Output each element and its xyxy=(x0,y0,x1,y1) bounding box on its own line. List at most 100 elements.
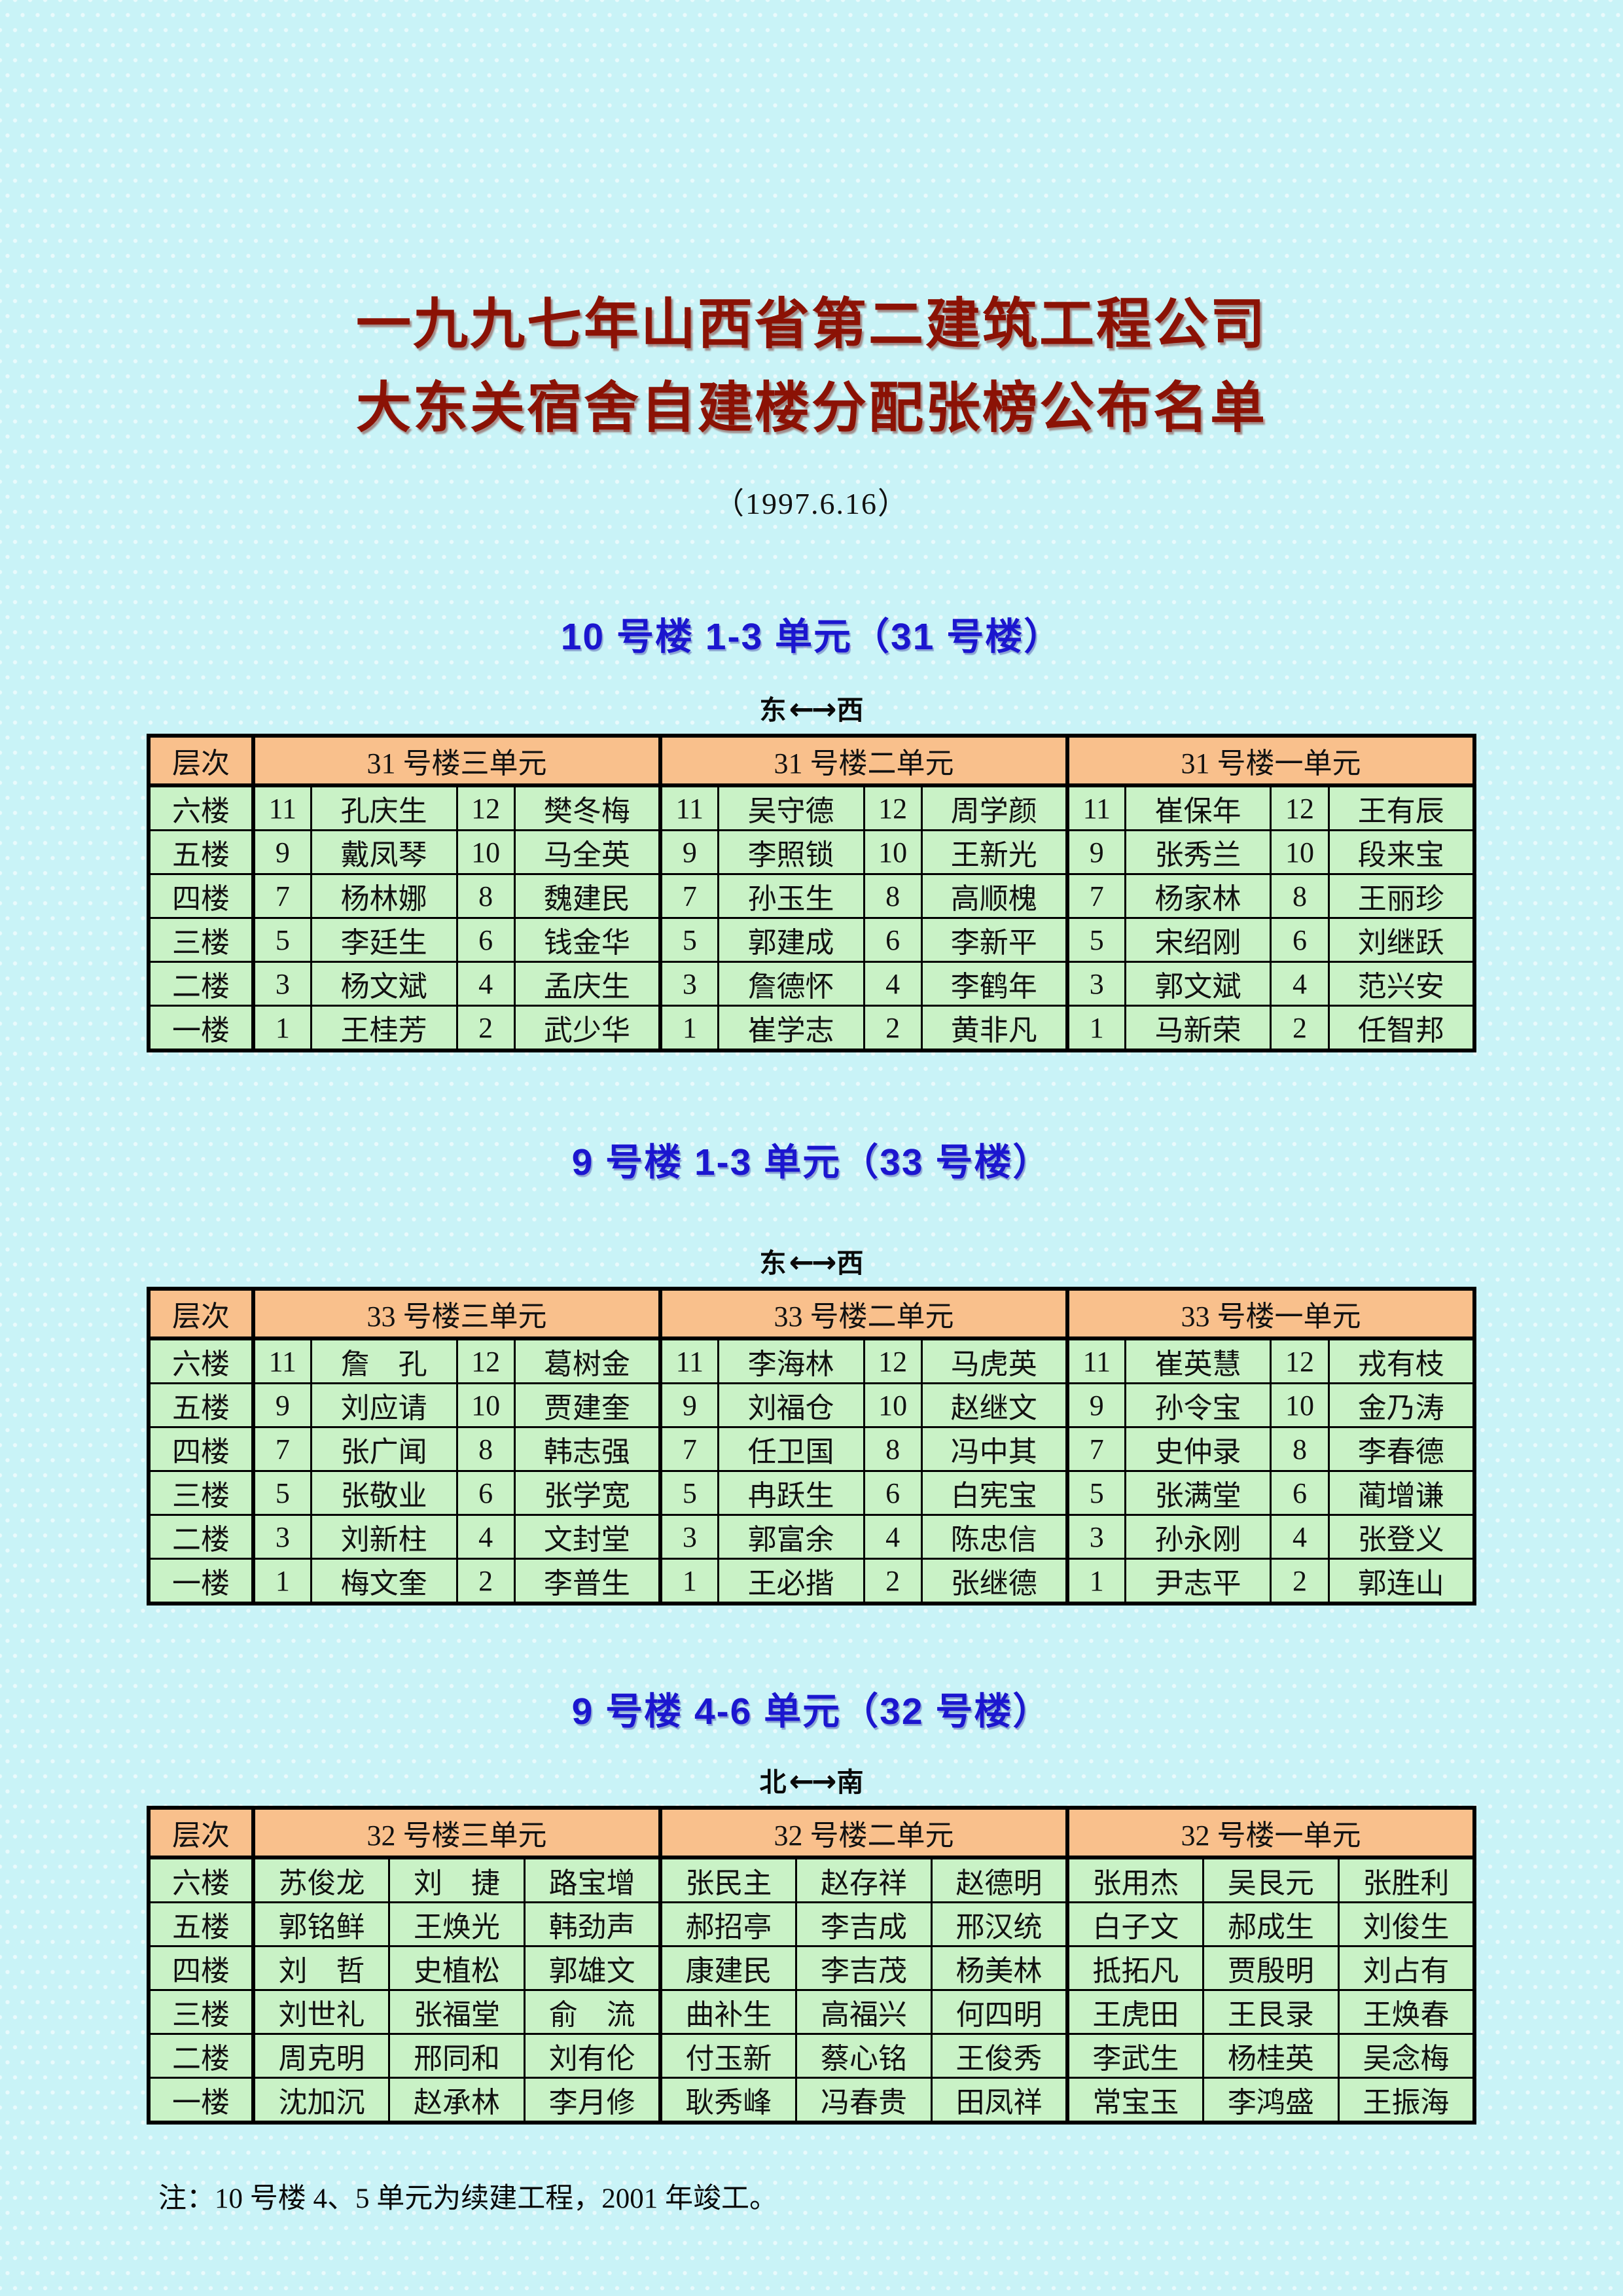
room-number-cell: 2 xyxy=(455,1558,516,1605)
name-cell: 张继德 xyxy=(920,1558,1069,1605)
name-cell: 王俊秀 xyxy=(931,2033,1069,2079)
name-cell: 王丽珍 xyxy=(1327,873,1476,920)
building-section-3: 9 号楼 4-6 单元（32 号楼） 北←→南 层次 32 号楼三单元 32 号楼二单元… xyxy=(0,1681,1623,2125)
name-cell: 郭文斌 xyxy=(1124,961,1272,1007)
floor-cell: 二楼 xyxy=(147,2033,255,2079)
double-arrow-icon: ←→ xyxy=(789,691,836,727)
name-cell: 李新平 xyxy=(920,917,1069,963)
name-cell: 李武生 xyxy=(1065,2033,1204,2079)
allocation-table: 层次 33 号楼三单元 33 号楼二单元 33 号楼一单元 六楼 11 詹 孔 12 葛树金 11… xyxy=(147,1287,1476,1606)
name-cell: 杨家林 xyxy=(1124,873,1272,920)
name-cell: 耿秀峰 xyxy=(658,2077,797,2124)
name-cell: 付玉新 xyxy=(658,2033,797,2079)
column-header-unit: 32 号楼二单元 xyxy=(658,1806,1069,1860)
room-number-cell: 12 xyxy=(1270,1337,1330,1385)
room-number-cell: 9 xyxy=(1065,829,1126,876)
direction-right-label: 西 xyxy=(836,695,864,726)
name-cell: 刘俊生 xyxy=(1338,1901,1476,1948)
name-cell: 刘继跃 xyxy=(1327,917,1476,963)
name-cell: 李吉成 xyxy=(794,1901,933,1948)
name-cell: 刘福仓 xyxy=(717,1382,865,1429)
name-cell: 李海林 xyxy=(717,1337,865,1385)
room-number-cell: 7 xyxy=(1065,873,1126,920)
name-cell: 田凤祥 xyxy=(931,2077,1069,2124)
floor-cell: 六楼 xyxy=(147,1337,255,1385)
room-number-cell: 10 xyxy=(1270,1382,1330,1429)
room-number-cell: 10 xyxy=(1270,829,1330,876)
room-number-cell: 1 xyxy=(251,1005,312,1052)
direction-indicator: 东←→西 xyxy=(79,688,1544,727)
direction-left-label: 北 xyxy=(759,1767,787,1798)
name-cell: 白子文 xyxy=(1065,1901,1204,1948)
name-cell: 李普生 xyxy=(513,1558,662,1605)
name-cell: 王桂芳 xyxy=(310,1005,458,1052)
room-number-cell: 10 xyxy=(863,1382,923,1429)
name-cell: 黄非凡 xyxy=(920,1005,1069,1052)
room-number-cell: 11 xyxy=(658,1337,719,1385)
table-row: 四楼 7 杨林娜 8 魏建民 7 孙玉生 8 高顺槐 7 杨家林 8 王丽珍 xyxy=(147,873,1476,920)
table-header-row: 层次 31 号楼三单元 31 号楼二单元 31 号楼一单元 xyxy=(147,734,1476,788)
room-number-cell: 4 xyxy=(1270,1514,1330,1560)
room-number-cell: 12 xyxy=(1270,784,1330,832)
table-row: 五楼 9 刘应请 10 贾建奎 9 刘福仓 10 赵继文 9 孙令宝 10 金乃涛 xyxy=(147,1382,1476,1429)
name-cell: 韩志强 xyxy=(513,1426,662,1473)
name-cell: 何四明 xyxy=(931,1989,1069,2036)
sections-container: 10 号楼 1-3 单元（31 号楼） 东←→西 层次 31 号楼三单元 31 号楼二单… xyxy=(0,607,1623,2125)
name-cell: 张福堂 xyxy=(387,1989,526,2036)
document-date: （1997.6.16） xyxy=(714,487,909,521)
building-section-1: 10 号楼 1-3 单元（31 号楼） 东←→西 层次 31 号楼三单元 31 号楼二单… xyxy=(0,607,1623,1053)
room-number-cell: 11 xyxy=(251,1337,312,1385)
room-number-cell: 9 xyxy=(658,1382,719,1429)
column-header-floor: 层次 xyxy=(147,1806,255,1860)
column-header-unit: 33 号楼二单元 xyxy=(658,1287,1069,1341)
name-cell: 刘世礼 xyxy=(251,1989,390,2036)
name-cell: 王艮录 xyxy=(1202,1989,1340,2036)
room-number-cell: 5 xyxy=(251,1470,312,1516)
room-number-cell: 8 xyxy=(1270,873,1330,920)
room-number-cell: 12 xyxy=(863,784,923,832)
table-row: 一楼 沈加沉 赵承林 李月修 耿秀峰 冯春贵 田凤祥 常宝玉 李鸿盛 王振海 xyxy=(147,2077,1476,2124)
room-number-cell: 3 xyxy=(1065,1514,1126,1560)
allocation-table: 层次 32 号楼三单元 32 号楼二单元 32 号楼一单元 六楼 苏俊龙刘 捷路宝增 张民主… xyxy=(147,1806,1476,2125)
room-number-cell: 2 xyxy=(1270,1558,1330,1605)
floor-cell: 三楼 xyxy=(147,1989,255,2036)
room-number-cell: 11 xyxy=(251,784,312,832)
table-row: 三楼 5 张敬业 6 张学宽 5 冉跃生 6 白宪宝 5 张满堂 6 蔺增谦 xyxy=(147,1470,1476,1516)
room-number-cell: 8 xyxy=(455,1426,516,1473)
name-cell: 吴守德 xyxy=(717,784,865,832)
name-cell: 郭富余 xyxy=(717,1514,865,1560)
name-cell: 梅文奎 xyxy=(310,1558,458,1605)
name-cell: 刘占有 xyxy=(1338,1945,1476,1992)
name-cell: 冉跃生 xyxy=(717,1470,865,1516)
floor-cell: 四楼 xyxy=(147,1945,255,1992)
floor-cell: 二楼 xyxy=(147,1514,255,1560)
room-number-cell: 3 xyxy=(251,961,312,1007)
room-number-cell: 6 xyxy=(863,1470,923,1516)
page-title: 一九九七年山西省第二建筑工程公司 大东关宿舍自建楼分配张榜公布名单 xyxy=(79,0,1544,450)
name-cell: 常宝玉 xyxy=(1065,2077,1204,2124)
name-cell: 郭雄文 xyxy=(524,1945,662,1992)
name-cell: 刘应请 xyxy=(310,1382,458,1429)
name-cell: 任智邦 xyxy=(1327,1005,1476,1052)
column-header-unit: 33 号楼一单元 xyxy=(1065,1287,1476,1341)
name-cell: 王新光 xyxy=(920,829,1069,876)
name-cell: 李照锁 xyxy=(717,829,865,876)
room-number-cell: 5 xyxy=(1065,917,1126,963)
room-number-cell: 7 xyxy=(658,873,719,920)
name-cell: 王焕春 xyxy=(1338,1989,1476,2036)
name-cell: 戴凤琴 xyxy=(310,829,458,876)
room-number-cell: 9 xyxy=(1065,1382,1126,1429)
column-header-floor: 层次 xyxy=(147,1287,255,1341)
name-cell: 冯春贵 xyxy=(794,2077,933,2124)
name-cell: 刘 捷 xyxy=(387,1856,526,1904)
name-cell: 蔡心铭 xyxy=(794,2033,933,2079)
name-cell: 郭连山 xyxy=(1327,1558,1476,1605)
floor-cell: 六楼 xyxy=(147,1856,255,1904)
section-heading: 9 号楼 1-3 单元（33 号楼） xyxy=(571,1141,1052,1184)
table-row: 五楼 9 戴凤琴 10 马全英 9 李照锁 10 王新光 9 张秀兰 10 段来宝 xyxy=(147,829,1476,876)
name-cell: 李鸿盛 xyxy=(1202,2077,1340,2124)
name-cell: 赵承林 xyxy=(387,2077,526,2124)
room-number-cell: 4 xyxy=(1270,961,1330,1007)
name-cell: 武少华 xyxy=(513,1005,662,1052)
room-number-cell: 3 xyxy=(251,1514,312,1560)
